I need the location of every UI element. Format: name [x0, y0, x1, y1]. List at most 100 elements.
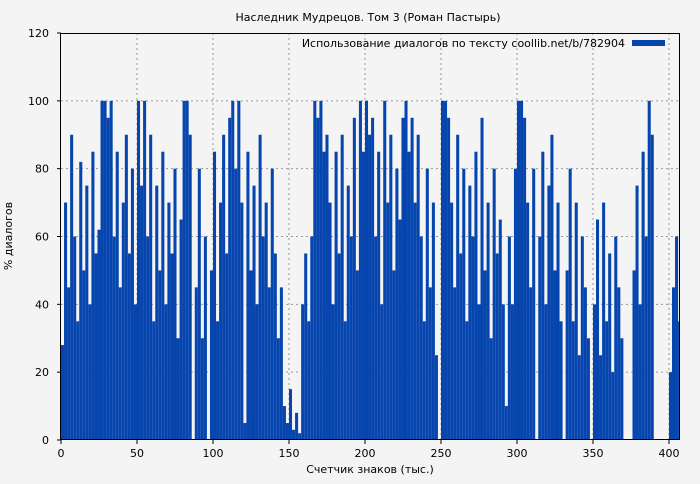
- bar: [209, 270, 213, 440]
- bar: [428, 287, 432, 440]
- bar: [583, 287, 587, 440]
- bar: [225, 253, 229, 440]
- bar: [380, 304, 384, 440]
- bar: [580, 236, 584, 440]
- bar: [149, 134, 153, 440]
- bar: [605, 321, 609, 440]
- bar: [419, 236, 423, 440]
- bar: [592, 304, 597, 440]
- bar: [313, 100, 317, 440]
- bar: [641, 151, 645, 441]
- bar: [431, 202, 435, 440]
- bar: [243, 423, 247, 440]
- bar: [440, 100, 445, 440]
- bar: [316, 117, 320, 441]
- bar: [368, 134, 372, 440]
- y-tick-label: 0: [42, 434, 49, 447]
- chart-title: Наследник Мудрецов. Том 3 (Роман Пастырь…: [235, 11, 500, 24]
- bar: [249, 270, 253, 440]
- bar: [79, 161, 83, 440]
- bar: [279, 287, 283, 440]
- bar: [94, 253, 98, 440]
- bar: [550, 134, 554, 440]
- y-tick-label: 120: [28, 27, 49, 40]
- bar: [489, 338, 493, 440]
- bar: [358, 100, 362, 440]
- bar: [270, 168, 274, 440]
- bar: [498, 219, 502, 440]
- bar: [450, 202, 454, 440]
- x-tick-label: 400: [658, 447, 679, 460]
- bars: [61, 100, 679, 441]
- bar: [529, 287, 533, 440]
- axis-ticks: 0 50 100 150 200 250 300 350 400 0 20 40 60 80 100 120: [28, 27, 679, 460]
- bar: [97, 229, 101, 440]
- bar: [334, 151, 338, 441]
- bar: [620, 338, 624, 440]
- bar: [617, 287, 621, 440]
- bar: [261, 236, 265, 440]
- bar: [340, 134, 344, 440]
- bar: [422, 321, 426, 440]
- bar: [197, 168, 201, 440]
- bar: [127, 253, 131, 440]
- bar: [282, 406, 286, 440]
- bar: [304, 253, 308, 440]
- bar: [109, 100, 113, 440]
- bar: [112, 236, 116, 440]
- bar: [386, 202, 390, 440]
- x-tick-label: 200: [354, 447, 375, 460]
- bar: [337, 253, 341, 440]
- bar: [194, 287, 198, 440]
- bar: [468, 185, 472, 440]
- x-tick-label: 50: [130, 447, 144, 460]
- bar: [474, 151, 478, 441]
- bar: [85, 185, 89, 440]
- bar: [176, 338, 180, 440]
- bar: [644, 236, 648, 440]
- bar: [152, 321, 156, 440]
- bar: [146, 236, 150, 440]
- bar: [501, 304, 505, 440]
- bar: [513, 168, 517, 440]
- bar: [571, 321, 575, 440]
- bar: [459, 253, 463, 440]
- bar: [559, 321, 563, 440]
- bar: [222, 134, 226, 440]
- bar: [285, 423, 289, 440]
- y-tick-label: 80: [35, 163, 49, 176]
- bar: [444, 100, 448, 440]
- bar: [389, 134, 393, 440]
- bar: [526, 202, 530, 440]
- bar: [188, 134, 192, 440]
- bar: [164, 304, 168, 440]
- bar: [264, 202, 268, 440]
- bar: [352, 117, 356, 441]
- bar: [413, 202, 417, 440]
- bar: [328, 202, 332, 440]
- bar: [130, 168, 134, 440]
- bar: [523, 117, 527, 441]
- bar: [510, 304, 514, 440]
- bar: [364, 100, 369, 440]
- bar: [346, 185, 350, 440]
- bar: [453, 287, 457, 440]
- bar: [462, 168, 466, 440]
- bar: [568, 168, 572, 440]
- bar: [407, 151, 411, 441]
- x-tick-label: 300: [506, 447, 527, 460]
- bar: [614, 236, 618, 440]
- bar: [410, 117, 414, 441]
- bar: [182, 100, 186, 440]
- bar: [495, 253, 499, 440]
- bar: [167, 202, 171, 440]
- x-tick-label: 0: [58, 447, 65, 460]
- y-axis-label: % диалогов: [2, 202, 15, 270]
- bar: [447, 117, 451, 441]
- bar: [556, 202, 560, 440]
- bar: [599, 355, 603, 440]
- bar: [64, 202, 68, 440]
- bar: [647, 100, 651, 440]
- bar: [88, 304, 92, 440]
- bar: [355, 270, 359, 440]
